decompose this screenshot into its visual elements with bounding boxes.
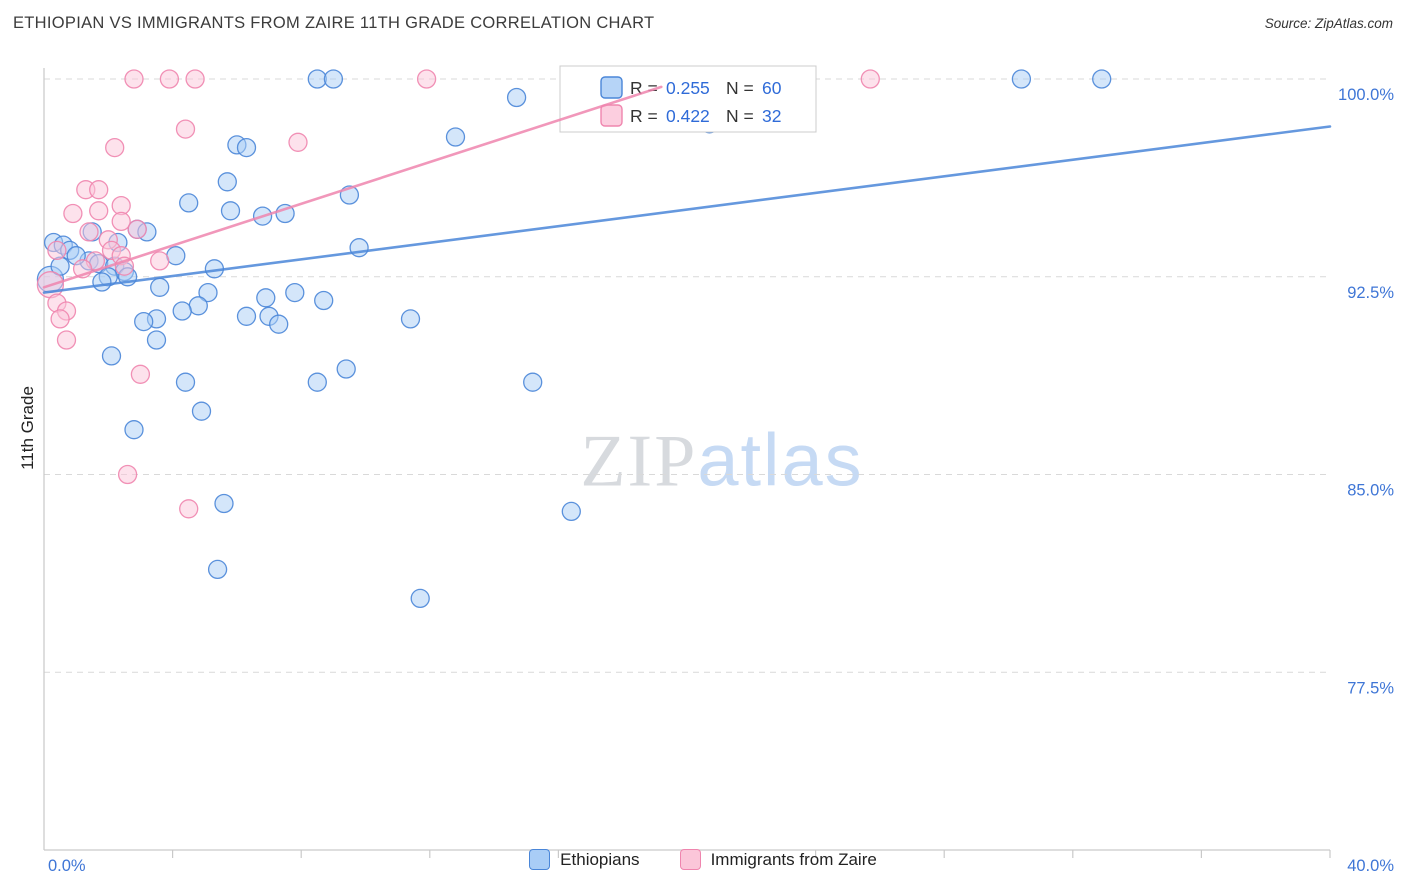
- scatter-point: [236, 137, 257, 158]
- y-tick-label: 77.5%: [1347, 679, 1394, 697]
- scatter-point: [561, 501, 581, 522]
- y-tick-label: 100.0%: [1338, 86, 1394, 104]
- r-label: R =: [630, 106, 658, 126]
- scatter-point: [127, 219, 147, 239]
- scatter-point: [179, 499, 199, 519]
- scatter-point: [63, 203, 83, 224]
- scatter-point: [56, 330, 77, 350]
- scatter-point: [105, 137, 125, 158]
- scatter-point: [79, 222, 99, 242]
- legend-item-ethiopians[interactable]: Ethiopians: [529, 849, 640, 870]
- scatter-point: [150, 251, 170, 271]
- scatter-point: [323, 69, 344, 89]
- watermark-atlas: atlas: [697, 418, 864, 502]
- n-label: N =: [726, 78, 754, 98]
- scatter-point: [1092, 69, 1112, 89]
- scatter-point: [445, 127, 466, 147]
- scatter-point: [410, 588, 430, 609]
- scatter-point: [111, 211, 131, 232]
- scatter-point: [47, 240, 67, 261]
- scatter-point: [400, 309, 421, 329]
- scatter-point: [191, 401, 212, 421]
- n-value: 32: [762, 106, 781, 126]
- legend-swatch-icon: [600, 76, 623, 99]
- scatter-point: [220, 201, 241, 221]
- legend-item-zaire[interactable]: Immigrants from Zaire: [679, 849, 877, 870]
- scatter-point: [1011, 69, 1032, 89]
- scatter-point: [50, 309, 70, 329]
- scatter-point: [307, 372, 327, 392]
- scatter-point: [146, 330, 167, 350]
- trend-line: [42, 125, 1332, 294]
- chart-title: ETHIOPIAN VS IMMIGRANTS FROM ZAIRE 11TH …: [13, 14, 655, 32]
- y-tick-label: 85.0%: [1347, 482, 1394, 500]
- x-max-label: 40.0%: [1347, 857, 1394, 875]
- scatter-point: [150, 277, 170, 297]
- source-attribution: Source: ZipAtlas.com: [1264, 16, 1393, 31]
- scatter-point: [117, 464, 138, 485]
- scatter-point: [336, 359, 356, 379]
- scatter-point: [166, 246, 186, 266]
- scatter-point: [101, 346, 122, 366]
- scatter-point: [89, 201, 109, 221]
- scatter-point: [214, 493, 234, 514]
- scatter-point: [236, 306, 257, 326]
- scatter-point: [89, 180, 109, 200]
- scatter-point: [256, 288, 276, 308]
- legend-item-label: Ethiopians: [560, 849, 640, 869]
- scatter-point: [175, 372, 196, 392]
- scatter-point: [269, 314, 289, 334]
- scatter-point: [285, 282, 305, 303]
- bottom-legend: Ethiopians Immigrants from Zaire: [0, 849, 1406, 870]
- scatter-point: [92, 272, 112, 292]
- scatter-point: [523, 372, 543, 392]
- scatter-point: [860, 69, 880, 89]
- scatter-point: [159, 69, 180, 89]
- scatter-point: [275, 203, 295, 224]
- scatter-point: [134, 311, 154, 332]
- n-label: N =: [726, 106, 754, 126]
- scatter-point: [179, 193, 199, 213]
- scatter-point: [416, 69, 437, 89]
- trend-line: [42, 85, 663, 289]
- scatter-point: [217, 172, 237, 192]
- scatter-point: [172, 301, 192, 321]
- scatter-point: [207, 559, 228, 580]
- r-value: 0.422: [666, 106, 710, 126]
- ethiopians-swatch-icon: [529, 849, 551, 870]
- scatter-point: [288, 132, 308, 152]
- watermark-zip: ZIP: [580, 420, 698, 503]
- scatter-point: [198, 282, 218, 303]
- watermark: ZIPatlas: [580, 418, 863, 505]
- x-min-label: 0.0%: [48, 857, 86, 875]
- scatter-point: [130, 364, 151, 384]
- scatter-point: [188, 296, 208, 316]
- r-label: R =: [630, 78, 658, 98]
- r-value: 0.255: [666, 78, 710, 98]
- scatter-point: [506, 87, 527, 108]
- scatter-point: [175, 119, 196, 139]
- n-value: 60: [762, 78, 782, 98]
- legend-item-label: Immigrants from Zaire: [710, 849, 877, 869]
- zaire-swatch-icon: [679, 849, 701, 870]
- scatter-point: [124, 69, 144, 89]
- scatter-point: [124, 420, 144, 440]
- y-axis-label: 11th Grade: [18, 386, 37, 470]
- scatter-point: [314, 290, 334, 311]
- y-tick-label: 92.5%: [1347, 284, 1394, 302]
- scatter-point: [185, 69, 205, 89]
- scatter-point: [307, 69, 327, 89]
- legend-swatch-icon: [600, 104, 623, 127]
